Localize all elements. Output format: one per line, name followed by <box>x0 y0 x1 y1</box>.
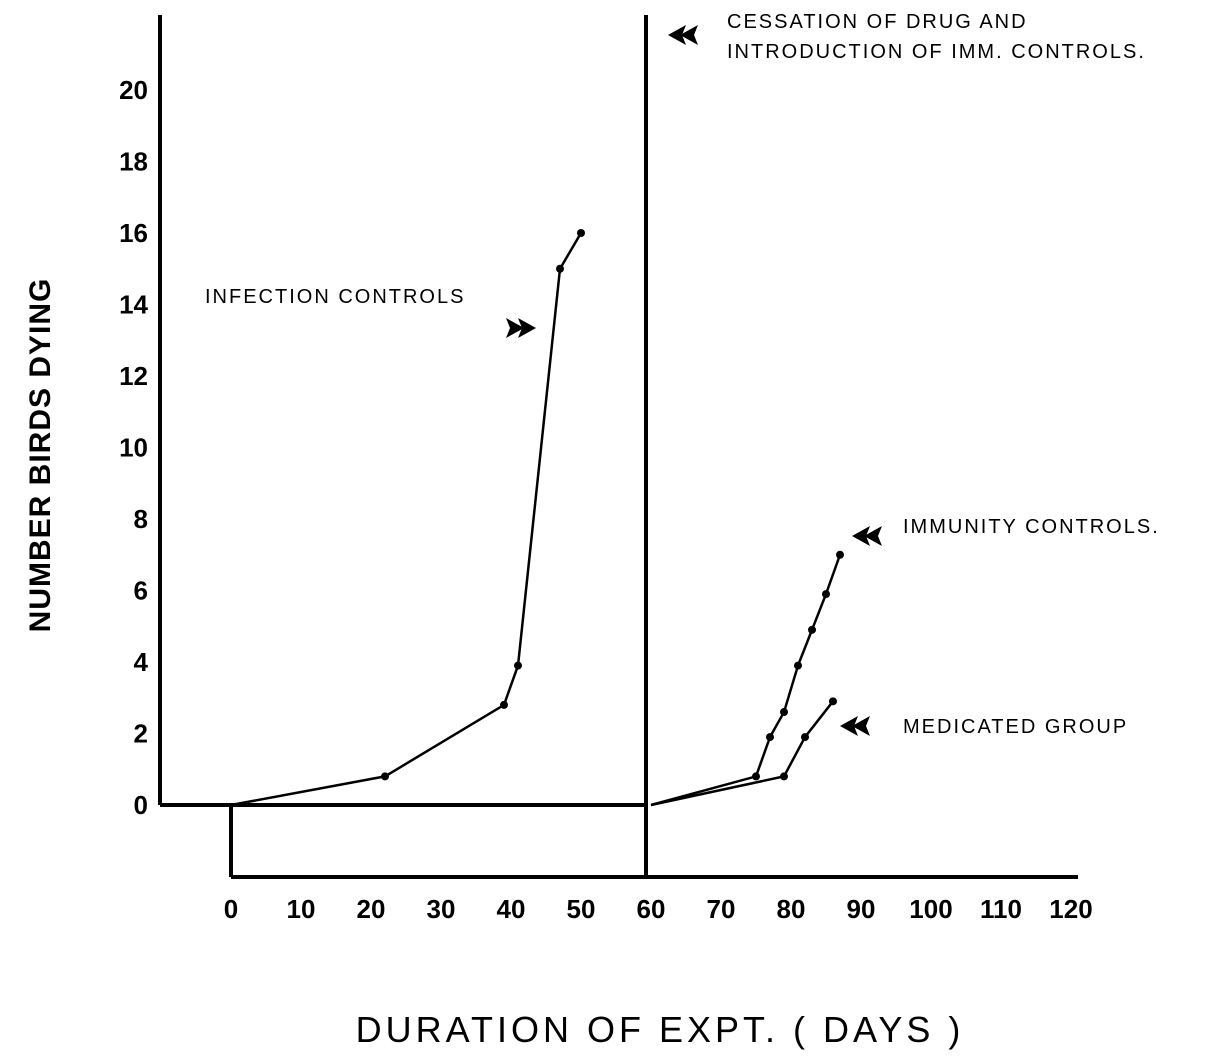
y-tick-label: 18 <box>119 147 148 177</box>
series-line-2 <box>650 700 834 807</box>
x-tick-label: 100 <box>909 894 952 924</box>
x-tick-labels: 0 10 20 30 40 50 60 70 80 90 100 110 120 <box>224 894 1093 924</box>
y-tick-labels: 0 2 4 6 8 10 12 14 16 18 20 <box>119 75 148 820</box>
data-point <box>801 733 809 742</box>
series-line-1 <box>650 554 842 807</box>
y-tick-label: 6 <box>134 576 148 606</box>
data-point <box>556 264 564 273</box>
data-point <box>500 700 508 709</box>
y-tick-label: 4 <box>134 647 149 677</box>
series-label-infection-controls: INFECTION CONTROLS <box>205 286 465 308</box>
y-tick-label: 0 <box>134 790 148 820</box>
x-tick-label: 0 <box>224 894 238 924</box>
x-tick-label: 110 <box>980 894 1022 924</box>
y-tick-label: 12 <box>119 361 148 391</box>
y-tick-label: 2 <box>134 719 148 749</box>
data-point <box>514 661 522 670</box>
series-line-0 <box>230 232 583 807</box>
x-tick-label: 80 <box>777 894 806 924</box>
data-point <box>836 550 844 559</box>
data-point <box>766 733 774 742</box>
y-tick-label: 20 <box>119 75 148 105</box>
double-arrow-icon <box>668 25 698 45</box>
x-tick-label: 60 <box>637 894 666 924</box>
series-layer <box>230 229 844 807</box>
double-arrow-icon <box>840 716 870 736</box>
y-axis-label: NUMBER BIRDS DYING <box>24 278 57 633</box>
x-tick-label: 10 <box>287 894 316 924</box>
data-point <box>780 772 788 781</box>
y-tick-label: 16 <box>119 218 148 248</box>
y-tick-label: 8 <box>134 504 148 534</box>
x-tick-label: 50 <box>567 894 596 924</box>
data-point <box>829 697 837 706</box>
series-label-immunity-controls: IMMUNITY CONTROLS. <box>903 516 1160 538</box>
data-point <box>577 229 585 237</box>
y-tick-label: 14 <box>119 290 148 320</box>
x-tick-label: 70 <box>707 894 736 924</box>
data-point <box>794 661 802 670</box>
x-tick-label: 30 <box>427 894 456 924</box>
double-arrow-icon <box>852 526 882 546</box>
x-tick-label: 40 <box>497 894 526 924</box>
data-point <box>381 772 389 781</box>
series-label-medicated-group: MEDICATED GROUP <box>903 716 1128 738</box>
data-point <box>780 708 788 717</box>
double-arrow-icon <box>506 318 536 338</box>
data-point <box>752 772 760 781</box>
x-axis-label: DURATION OF EXPT. ( DAYS ) <box>356 1009 965 1050</box>
cessation-label-line1: CESSATION OF DRUG AND <box>727 11 1028 33</box>
x-tick-label: 20 <box>357 894 386 924</box>
y-tick-label: 10 <box>119 433 148 463</box>
cessation-label-line2: INTRODUCTION OF IMM. CONTROLS. <box>727 41 1146 63</box>
x-tick-label: 90 <box>847 894 876 924</box>
data-point <box>822 590 830 599</box>
x-tick-label: 120 <box>1049 894 1092 924</box>
data-point <box>808 625 816 634</box>
